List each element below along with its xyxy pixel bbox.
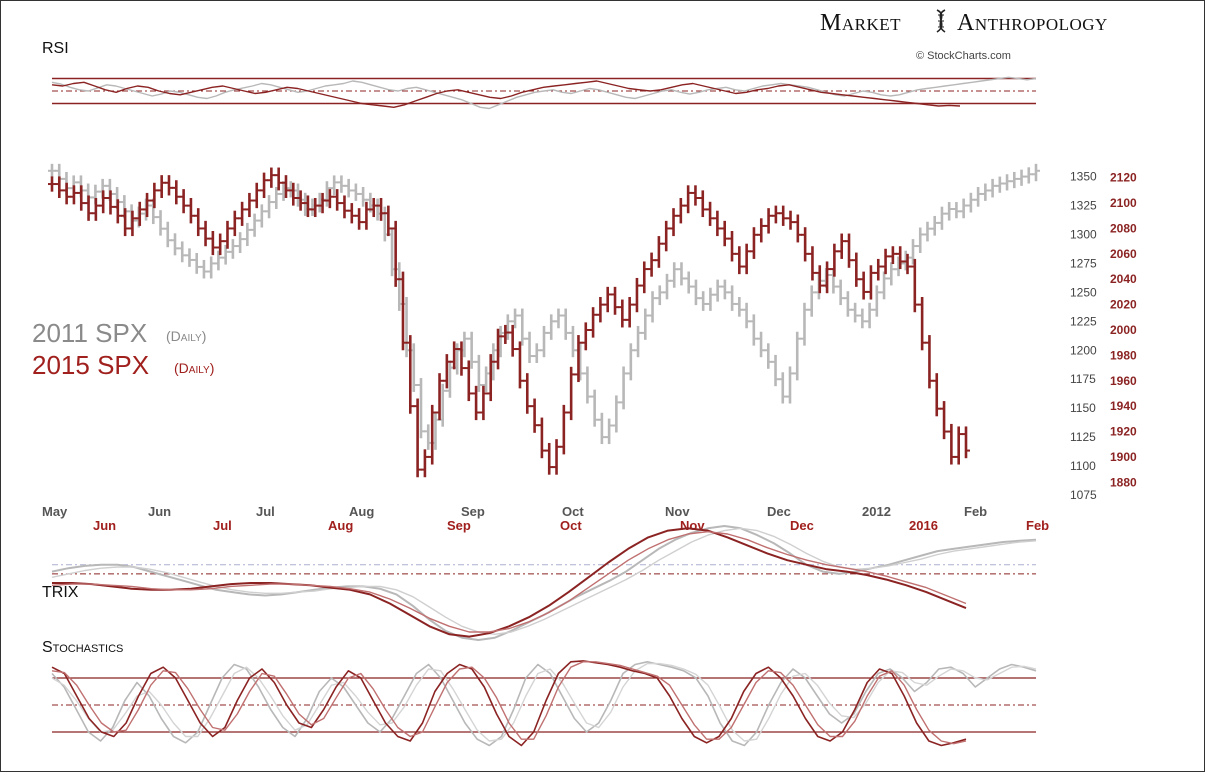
rsi-title: RSI (42, 40, 69, 57)
brand-right: Anthropology (957, 10, 1108, 36)
trix-panel (51, 525, 1037, 641)
month-axis-labels: May Jun Jul Aug Sep Oct Nov Dec 2012 Feb Jun Jul Aug… (42, 504, 1049, 533)
month-label-2011: Aug (349, 504, 374, 519)
y-tick-2015: 1960 (1110, 374, 1137, 388)
legend-2015-sublabel: (Daily) (174, 360, 214, 376)
month-label-2011: Dec (767, 504, 791, 519)
stockcharts-credit: © StockCharts.com (916, 50, 1011, 62)
y-tick-2011: 1100 (1070, 459, 1096, 473)
rsi-panel (51, 76, 1037, 110)
month-label-2011: May (42, 504, 68, 519)
y-tick-2015: 1920 (1110, 425, 1137, 439)
y-tick-2011: 1125 (1070, 430, 1096, 444)
rsi-line-2011 (51, 76, 1037, 110)
y-tick-2011: 1275 (1070, 256, 1097, 270)
y-tick-2011: 1325 (1070, 199, 1097, 213)
y-tick-2011: 1150 (1070, 401, 1096, 415)
month-label-2011: Oct (562, 504, 584, 519)
y-tick-2015: 2100 (1110, 196, 1137, 210)
dna-helix-icon (936, 9, 946, 33)
y-tick-2011: 1225 (1070, 314, 1097, 328)
month-label-2015: Sep (447, 518, 471, 533)
month-label-2015: Jun (93, 518, 116, 533)
trix-signal-2015 (51, 531, 967, 633)
month-label-2015: 2016 (909, 518, 938, 533)
month-label-2015: Aug (328, 518, 353, 533)
legend-2015: 2015 SPX (Daily) (32, 350, 214, 380)
y-tick-2011: 1200 (1070, 343, 1097, 357)
price-axis-ticks: 1350 1325 1300 1275 1250 1225 1200 1175 1150 1125… (1070, 170, 1137, 502)
trix-title: TRIX (42, 584, 79, 601)
stochastics-panel (51, 660, 1037, 747)
y-tick-2011: 1350 (1070, 170, 1097, 184)
month-label-2011: 2012 (862, 504, 891, 519)
month-label-2015: Jul (213, 518, 232, 533)
stochastics-k-2015 (51, 660, 967, 747)
y-tick-2015: 2040 (1110, 272, 1137, 286)
y-tick-2011: 1175 (1070, 372, 1096, 386)
y-tick-2015: 1900 (1110, 450, 1137, 464)
y-tick-2015: 2120 (1110, 171, 1137, 185)
y-tick-2015: 1880 (1110, 475, 1137, 489)
month-label-2011: Jun (148, 504, 171, 519)
month-label-2015: Oct (560, 518, 582, 533)
trix-line-2015 (52, 527, 967, 638)
month-label-2015: Dec (790, 518, 814, 533)
y-tick-2015: 2020 (1110, 298, 1137, 312)
stochastics-d-2011 (51, 662, 1037, 742)
trix-line-2011 (51, 525, 1037, 641)
y-tick-2015: 1940 (1110, 399, 1137, 413)
month-label-2011: Sep (461, 504, 485, 519)
y-tick-2011: 1300 (1070, 227, 1097, 241)
month-label-2015: Feb (1026, 518, 1049, 533)
legend-2015-label: 2015 SPX (32, 350, 149, 380)
y-tick-2015: 2080 (1110, 221, 1137, 235)
month-label-2011: Feb (964, 504, 987, 519)
rsi-line-2015 (51, 80, 961, 109)
trix-signal-2011 (51, 527, 1037, 635)
stochastics-k-2011 (51, 660, 1037, 747)
y-tick-2015: 1980 (1110, 348, 1137, 362)
price-panel (48, 163, 1040, 478)
legend-2011-sublabel: (Daily) (166, 328, 206, 344)
stochastics-d-2015 (51, 661, 967, 745)
y-tick-2011: 1075 (1070, 488, 1097, 502)
brand-left: Market (820, 10, 901, 36)
stochastics-title: Stochastics (42, 639, 123, 656)
y-tick-2015: 2060 (1110, 247, 1137, 261)
y-tick-2011: 1250 (1070, 285, 1097, 299)
legend-2011-label: 2011 SPX (32, 318, 147, 348)
month-label-2011: Nov (665, 504, 690, 519)
y-tick-2015: 2000 (1110, 323, 1137, 337)
legend-2011: 2011 SPX (Daily) (32, 318, 206, 348)
month-label-2011: Jul (256, 504, 275, 519)
